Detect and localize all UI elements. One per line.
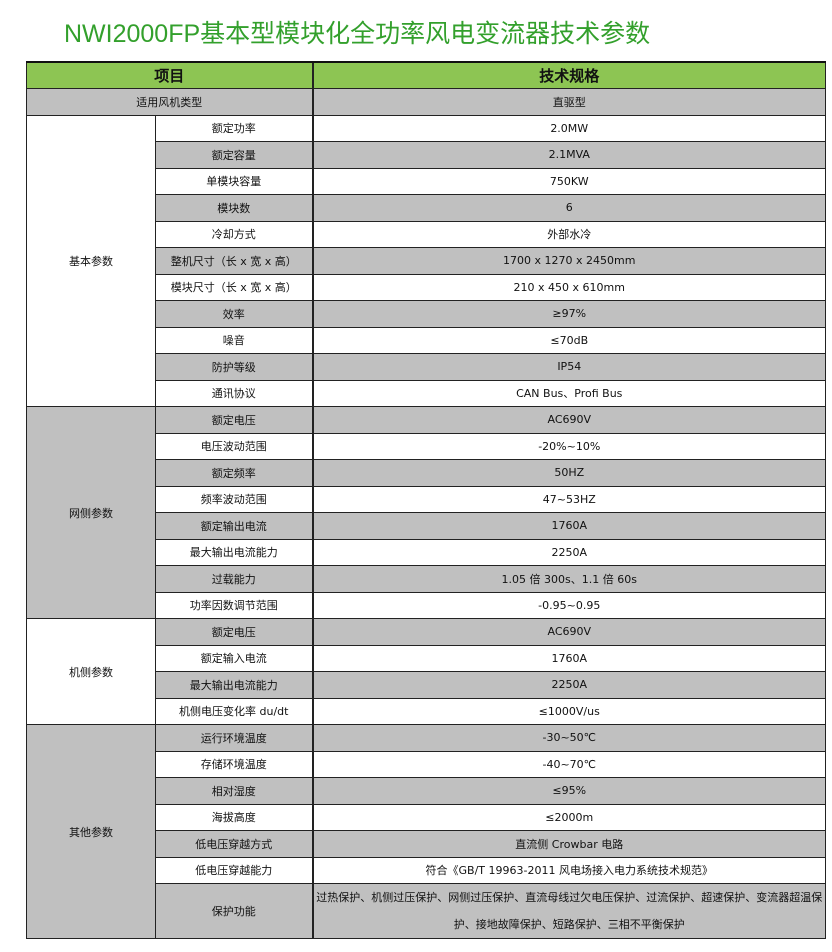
param-label: 低电压穿越能力	[154, 856, 314, 884]
table-row: 低电压穿越能力 符合《GB/T 19963-2011 风电场接入电力系统技术规范》	[27, 856, 826, 884]
group-label: 机侧参数	[26, 618, 156, 725]
table-row: 功率因数调节范围 -0.95~0.95	[27, 591, 826, 619]
param-value: 1700 x 1270 x 2450mm	[311, 247, 826, 275]
param-label: 额定频率	[154, 459, 314, 487]
group-label: 网侧参数	[26, 406, 156, 619]
param-value: ≤2000m	[311, 803, 826, 831]
param-value: AC690V	[311, 406, 826, 434]
param-value: -40~70℃	[311, 750, 826, 778]
param-value: 6	[311, 194, 826, 222]
param-label: 冷却方式	[154, 220, 314, 248]
param-label: 额定容量	[154, 141, 314, 169]
param-value: -30~50℃	[311, 724, 826, 752]
turbine-type-label: 适用风机类型	[25, 88, 314, 116]
header-spec: 技术规格	[311, 61, 826, 89]
param-value: 1760A	[311, 644, 826, 672]
table-row: 基本参数 额定功率 2.0MW	[26, 114, 826, 407]
param-label: 额定输出电流	[154, 512, 314, 540]
param-value: 2250A	[311, 538, 826, 566]
param-value: -20%~10%	[311, 432, 826, 460]
table-row: 整机尺寸（长 x 宽 x 高） 1700 x 1270 x 2450mm	[27, 247, 826, 275]
param-label: 效率	[154, 300, 314, 328]
param-value: 2250A	[311, 671, 826, 699]
param-label: 通讯协议	[154, 379, 314, 407]
param-label: 模块尺寸（长 x 宽 x 高）	[154, 273, 314, 301]
header-item: 项目	[25, 61, 314, 89]
param-value: 2.1MVA	[311, 141, 826, 169]
param-value: CAN Bus、Profi Bus	[311, 379, 826, 407]
param-value: ≤70dB	[311, 326, 826, 354]
table-row: 保护功能 过热保护、机侧过压保护、网侧过压保护、直流母线过欠电压保护、过流保护、超…	[27, 883, 826, 939]
param-label: 模块数	[154, 194, 314, 222]
param-label: 频率波动范围	[154, 485, 314, 513]
group-label: 其他参数	[26, 724, 156, 939]
table-row: 额定输出电流 1760A	[27, 512, 826, 540]
param-label: 整机尺寸（长 x 宽 x 高）	[154, 247, 314, 275]
table-row: 最大输出电流能力 2250A	[27, 671, 826, 699]
param-label: 额定功率	[154, 114, 314, 142]
table-row: 机侧参数 额定电压 AC690V	[26, 618, 826, 725]
param-value: ≤1000V/us	[311, 697, 826, 725]
page-title: NWI2000FP基本型模块化全功率风电变流器技术参数	[64, 20, 651, 48]
spec-table: 项目 技术规格 适用风机类型 直驱型 基本参数 额定功率 2.0MW 额定容量 2.1M…	[25, 61, 826, 939]
param-value: IP54	[311, 353, 826, 381]
param-label: 运行环境温度	[154, 724, 314, 752]
table-row: 噪音 ≤70dB	[27, 326, 826, 354]
param-label: 噪音	[154, 326, 314, 354]
table-row: 相对湿度 ≤95%	[27, 777, 826, 805]
param-value: ≥97%	[311, 300, 826, 328]
param-value: -0.95~0.95	[311, 591, 826, 619]
param-label: 低电压穿越方式	[154, 830, 314, 858]
param-label: 保护功能	[154, 883, 314, 939]
param-value: 1.05 倍 300s、1.1 倍 60s	[311, 565, 826, 593]
param-label: 机侧电压变化率 du/dt	[154, 697, 314, 725]
group-label: 基本参数	[26, 114, 156, 407]
param-label: 额定电压	[154, 618, 314, 646]
turbine-type-value: 直驱型	[311, 88, 826, 116]
param-label: 功率因数调节范围	[154, 591, 314, 619]
table-row: 单模块容量 750KW	[27, 167, 826, 195]
param-label: 海拔高度	[154, 803, 314, 831]
table-row: 网侧参数 额定电压 AC690V	[26, 406, 826, 619]
param-value: 50HZ	[311, 459, 826, 487]
table-row: 电压波动范围 -20%~10%	[27, 432, 826, 460]
param-label: 存储环境温度	[154, 750, 314, 778]
param-label: 最大输出电流能力	[154, 538, 314, 566]
param-value: 2.0MW	[311, 114, 826, 142]
table-row: 额定容量 2.1MVA	[27, 141, 826, 169]
param-label: 单模块容量	[154, 167, 314, 195]
table-row: 效率 ≥97%	[27, 300, 826, 328]
param-label: 过载能力	[154, 565, 314, 593]
table-row: 冷却方式 外部水冷	[27, 220, 826, 248]
param-label: 相对湿度	[154, 777, 314, 805]
param-value: AC690V	[311, 618, 826, 646]
param-value: 210 x 450 x 610mm	[311, 273, 826, 301]
table-row: 额定输入电流 1760A	[27, 644, 826, 672]
param-label: 最大输出电流能力	[154, 671, 314, 699]
param-value: 过热保护、机侧过压保护、网侧过压保护、直流母线过欠电压保护、过流保护、超速保护、…	[311, 883, 826, 939]
param-label: 防护等级	[154, 353, 314, 381]
param-value: 外部水冷	[311, 220, 826, 248]
table-row: 海拔高度 ≤2000m	[27, 803, 826, 831]
param-value: 47~53HZ	[311, 485, 826, 513]
table-header: 项目 技术规格	[25, 61, 826, 89]
table-row: 模块数 6	[27, 194, 826, 222]
param-value: 1760A	[311, 512, 826, 540]
param-label: 电压波动范围	[154, 432, 314, 460]
param-value: 直流侧 Crowbar 电路	[311, 830, 826, 858]
table-row: 低电压穿越方式 直流侧 Crowbar 电路	[27, 830, 826, 858]
param-value: 符合《GB/T 19963-2011 风电场接入电力系统技术规范》	[311, 856, 826, 884]
table-row: 额定频率 50HZ	[27, 459, 826, 487]
table-row: 适用风机类型 直驱型	[25, 88, 826, 116]
param-label: 额定输入电流	[154, 644, 314, 672]
param-value: ≤95%	[311, 777, 826, 805]
param-value: 750KW	[311, 167, 826, 195]
param-label: 额定电压	[154, 406, 314, 434]
table-row: 其他参数 运行环境温度 -30~50℃	[26, 724, 826, 939]
